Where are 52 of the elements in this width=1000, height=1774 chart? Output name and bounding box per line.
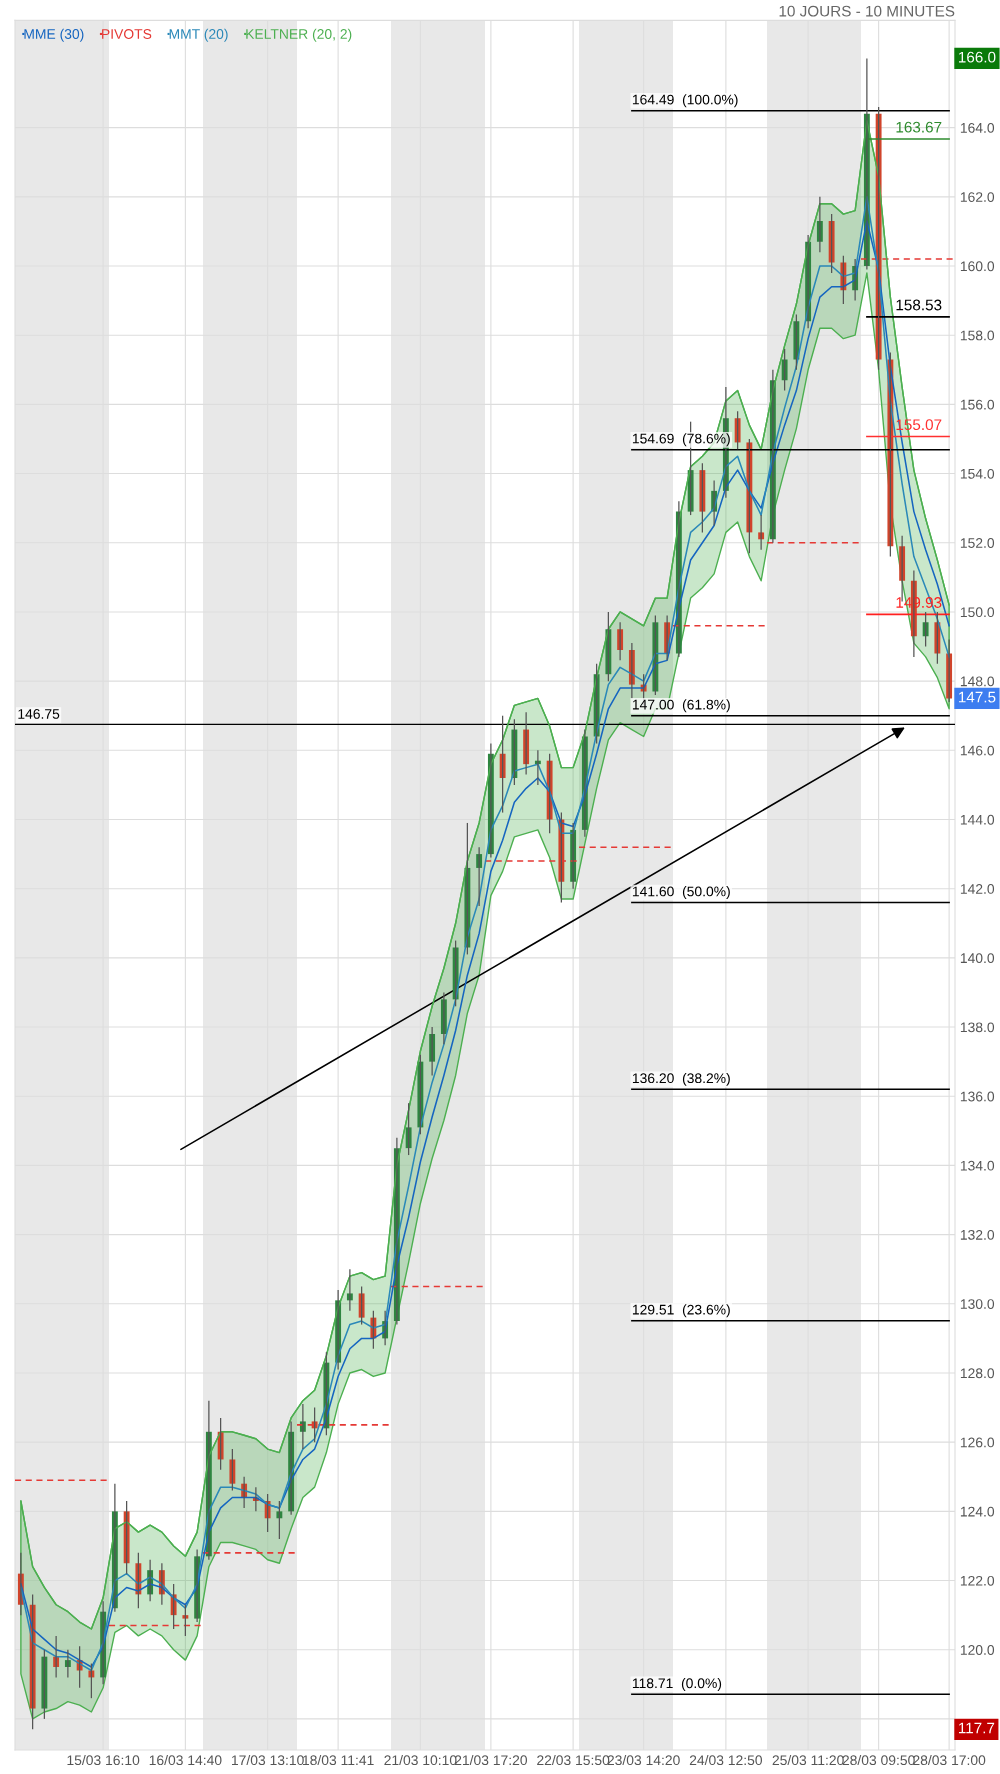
y-tick-label: 148.0 <box>960 676 995 687</box>
y-tick-label: 156.0 <box>960 399 995 410</box>
y-tick-label: 120.0 <box>960 1645 995 1655</box>
legend-label: PIVOTS <box>102 29 152 39</box>
chart-subtitle: 10 JOURS - 10 MINUTES <box>779 5 955 17</box>
y-tick-label: 134.0 <box>960 1160 995 1171</box>
x-tick-label: 17/03 13:10 <box>232 1754 304 1766</box>
annotation: 147.00 (61.8%) <box>632 699 730 713</box>
y-tick-label: 140.0 <box>960 953 995 964</box>
y-tick-label: 130.0 <box>960 1299 995 1309</box>
y-tick-label: 122.0 <box>960 1575 995 1586</box>
text: 166.0 <box>958 51 996 63</box>
x-tick-label: 15/03 16:10 <box>67 1754 140 1766</box>
legend-label: MME (30) <box>24 28 84 42</box>
y-tick-label: 132.0 <box>960 1229 995 1240</box>
y-tick-label: 152.0 <box>960 538 995 548</box>
x-tick-label: 28/03 09:50 <box>842 1754 915 1766</box>
candlestick <box>182 1604 189 1637</box>
x-tick-label: 28/03 17:00 <box>913 1754 986 1766</box>
y-tick-label: 144.0 <box>960 814 995 825</box>
y-tick-label: 142.0 <box>960 884 995 894</box>
y-tick-label: 128.0 <box>960 1368 995 1379</box>
y-tick-label: 124.0 <box>960 1506 995 1517</box>
legend-label: KELTNER (20, 2) <box>246 28 352 42</box>
x-tick-label: 16/03 14:40 <box>149 1754 222 1766</box>
y-tick-label: 160.0 <box>960 261 995 272</box>
y-tick-label: 150.0 <box>960 607 995 618</box>
annotation: 136.20 (38.2%) <box>632 1072 730 1086</box>
series-label: 163.67 <box>896 121 942 133</box>
legend-label: MMT (20) <box>169 28 228 42</box>
annotation: 118.71 (0.0%) <box>632 1677 722 1691</box>
y-tick-label: 126.0 <box>960 1437 995 1448</box>
y-tick-label: 146.0 <box>960 745 995 756</box>
annotation: 141.60 (50.0%) <box>632 886 730 900</box>
y-tick-label: 138.0 <box>960 1022 995 1033</box>
annotation: 164.49 (100.0%) <box>632 94 738 108</box>
y-tick-label: 158.0 <box>960 330 995 341</box>
y-tick-label: 162.0 <box>960 192 995 202</box>
y-tick-label: 164.0 <box>960 122 995 133</box>
ref-line-label: 146.75 <box>18 709 60 719</box>
text: 147.5 <box>958 691 996 703</box>
x-tick-label: 18/03 11:41 <box>303 1754 374 1766</box>
series-label: 158.53 <box>896 299 942 311</box>
x-tick-label: 21/03 10:10 <box>384 1754 457 1766</box>
annotation: 154.69 (78.6%) <box>632 433 730 447</box>
y-tick-label: 154.0 <box>960 468 995 479</box>
y-tick-label: 136.0 <box>960 1091 995 1102</box>
annotation: 129.51 (23.6%) <box>632 1304 730 1318</box>
text: 117.7 <box>958 1722 995 1734</box>
x-tick-label: 24/03 12:50 <box>689 1754 763 1766</box>
x-tick-label: 25/03 11:20 <box>772 1754 844 1766</box>
x-tick-label: 21/03 17:20 <box>454 1754 528 1766</box>
